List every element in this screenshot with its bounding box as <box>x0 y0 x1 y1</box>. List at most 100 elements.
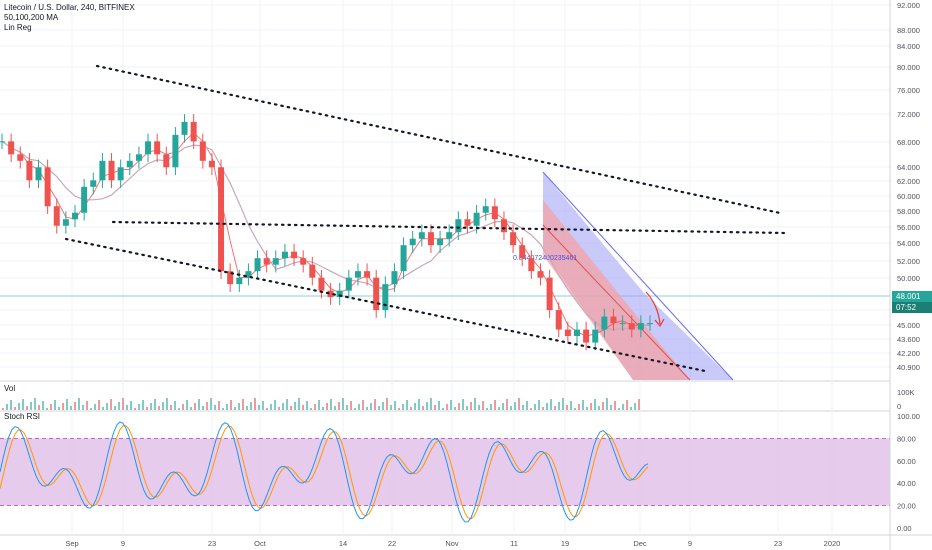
volume-bar <box>154 399 156 410</box>
regression-channel: 0.844072400235461 <box>513 171 734 381</box>
candle-body <box>263 258 270 265</box>
lower-trendline <box>64 237 707 373</box>
volume-bar <box>90 408 92 410</box>
volume-bar <box>270 404 272 410</box>
candle-body <box>172 134 179 168</box>
ma-slow-line <box>1 140 651 331</box>
volume-bar <box>286 399 288 410</box>
candle-body <box>382 284 389 311</box>
volume-bar <box>338 402 340 410</box>
price-tick-label: 62.000 <box>897 177 920 186</box>
volume-bar <box>230 400 232 410</box>
volume-bar <box>58 407 60 410</box>
upper-trendline <box>95 64 782 215</box>
volume-tick-label: 0 <box>897 402 901 411</box>
time-tick-label: Oct <box>254 539 267 548</box>
volume-bar <box>462 399 464 410</box>
candle-body <box>601 316 608 330</box>
candle-body <box>300 258 307 265</box>
volume-bar <box>6 404 8 410</box>
time-tick-label: 11 <box>510 539 518 548</box>
volume-bar <box>34 398 36 410</box>
candle-body <box>227 271 234 285</box>
volume-bar <box>490 404 492 410</box>
volume-bar <box>378 406 380 410</box>
volume-bar <box>582 400 584 410</box>
volume-bar <box>586 407 588 410</box>
candle-body <box>291 251 298 259</box>
volume-bar <box>426 402 428 410</box>
volume-bar <box>2 408 4 410</box>
volume-bar <box>54 400 56 410</box>
stoch-tick-label: 80.00 <box>897 434 916 443</box>
volume-bar <box>106 403 108 410</box>
volume-bar <box>410 407 412 410</box>
volume-bar <box>274 400 276 410</box>
candle-body <box>573 329 580 337</box>
stoch-tick-label: 40.00 <box>897 479 916 488</box>
volume-bar <box>422 406 424 410</box>
time-tick-label: 2020 <box>824 539 841 548</box>
candle-body <box>218 167 225 272</box>
volume-bar <box>434 405 436 410</box>
volume-bar <box>506 399 508 410</box>
candle-body <box>327 290 334 298</box>
volume-bar <box>474 398 476 410</box>
volume-bar <box>602 402 604 410</box>
volume-bar <box>78 398 80 410</box>
time-tick-label: 9 <box>121 539 125 548</box>
volume-bar <box>30 402 32 410</box>
volume-bar <box>186 400 188 410</box>
stoch-rsi-label[interactable]: Stoch RSI <box>4 412 41 421</box>
candle-body <box>145 141 152 155</box>
volume-bar <box>606 398 608 410</box>
candle-body <box>35 167 42 181</box>
volume-bar <box>546 403 548 410</box>
volume-bar <box>330 399 332 410</box>
volume-bar <box>46 408 48 410</box>
volume-bar <box>70 406 72 410</box>
volume-bar <box>138 404 140 410</box>
volume-bar <box>42 401 44 410</box>
candle-body <box>135 154 142 161</box>
volume-bar <box>258 405 260 410</box>
volume-bar <box>290 406 292 410</box>
volume-bar <box>570 401 572 410</box>
volume-label[interactable]: Vol <box>4 384 16 393</box>
price-tick-label: 40.900 <box>897 363 920 372</box>
volume-bar <box>190 407 192 410</box>
volume-bar <box>146 407 148 410</box>
price-tick-label: 50.000 <box>897 274 920 283</box>
candle-body <box>236 277 243 285</box>
volume-bar <box>174 401 176 410</box>
candle-body <box>309 264 316 278</box>
volume-tick-label: 100K <box>897 388 915 397</box>
volume-bar <box>442 408 444 410</box>
candle-body <box>491 206 498 220</box>
indicator-ma-label[interactable]: 50,100,200 MA <box>4 13 59 22</box>
volume-bar <box>334 406 336 410</box>
volume-bar <box>342 398 344 410</box>
volume-bar <box>566 405 568 410</box>
candle-body <box>400 245 407 272</box>
volume-bar <box>370 403 372 410</box>
time-tick-label: 23 <box>208 539 216 548</box>
stoch-tick-label: 0.00 <box>897 524 912 533</box>
volume-bar <box>222 408 224 410</box>
volume-bar <box>82 405 84 410</box>
volume-bar <box>594 399 596 410</box>
candle-body <box>90 180 97 187</box>
stoch-tick-label: 100.00 <box>897 412 920 421</box>
candle-body <box>281 251 288 259</box>
grid-lines <box>0 0 932 536</box>
volume-bar <box>38 405 40 410</box>
volume-bar <box>26 406 28 410</box>
volume-bar <box>630 407 632 410</box>
trend-lines[interactable] <box>64 64 787 373</box>
indicator-linreg-label[interactable]: Lin Reg <box>4 23 32 32</box>
bar-countdown-tag: 07:52 <box>892 302 932 313</box>
candle-body <box>208 160 215 168</box>
volume-bar <box>638 399 640 410</box>
volume-bar <box>486 408 488 410</box>
